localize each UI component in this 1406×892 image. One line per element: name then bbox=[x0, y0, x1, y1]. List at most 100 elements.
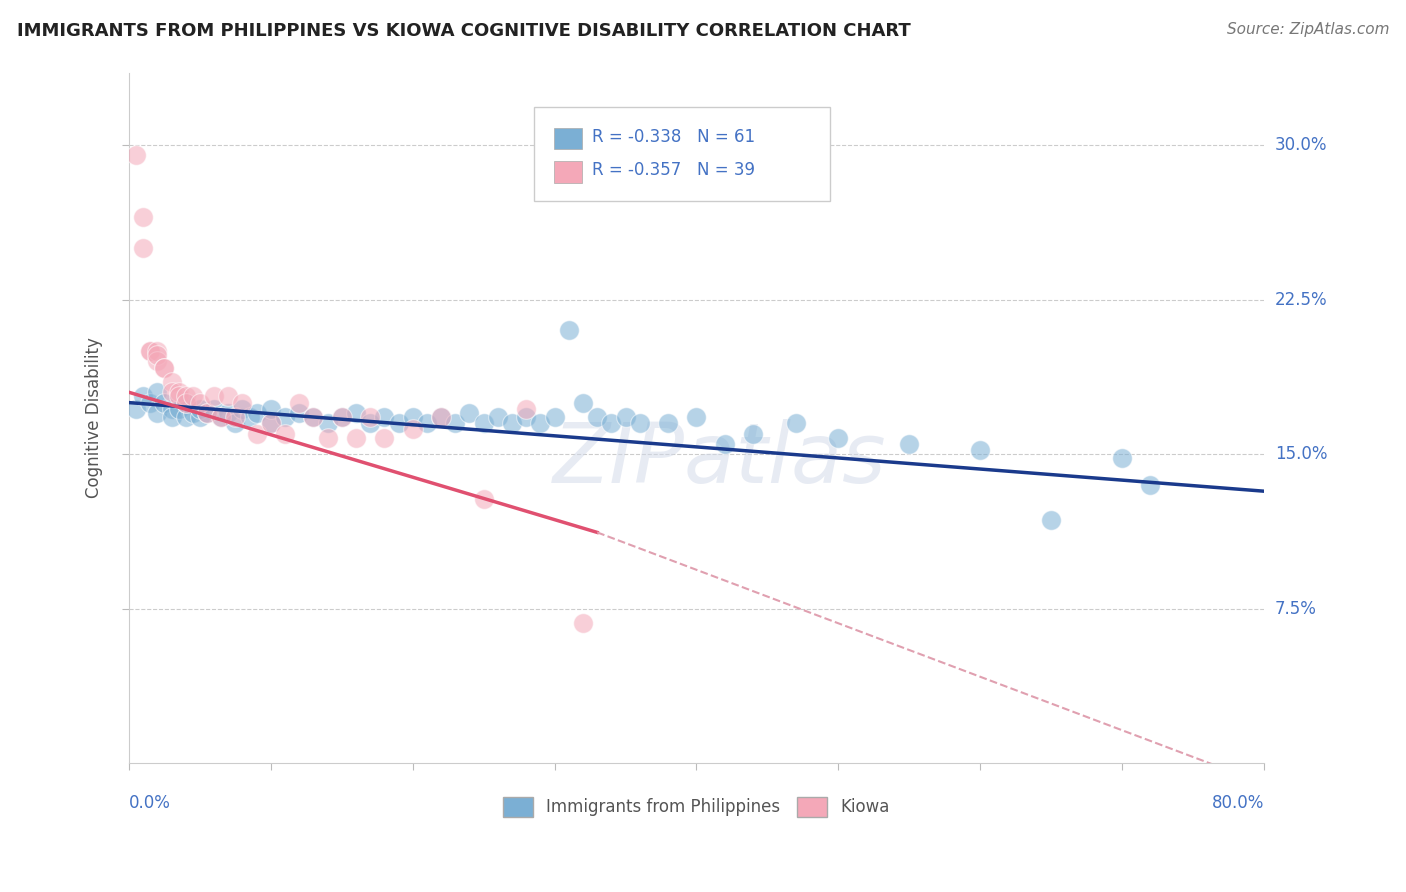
Text: R = -0.338   N = 61: R = -0.338 N = 61 bbox=[592, 128, 755, 145]
Point bbox=[288, 406, 311, 420]
Point bbox=[146, 406, 169, 420]
Point bbox=[316, 431, 339, 445]
Point bbox=[224, 410, 246, 425]
Point bbox=[174, 410, 197, 425]
Point bbox=[472, 416, 495, 430]
Point bbox=[160, 375, 183, 389]
Point bbox=[146, 348, 169, 362]
Point bbox=[657, 416, 679, 430]
Point bbox=[274, 410, 297, 425]
Point bbox=[188, 395, 211, 409]
Point bbox=[586, 410, 609, 425]
Point bbox=[685, 410, 707, 425]
Point bbox=[146, 344, 169, 359]
Point bbox=[628, 416, 651, 430]
Point bbox=[515, 401, 537, 416]
Point bbox=[153, 360, 176, 375]
Point bbox=[160, 410, 183, 425]
Point bbox=[572, 615, 595, 630]
Point bbox=[174, 395, 197, 409]
Point bbox=[402, 410, 425, 425]
Point bbox=[359, 416, 381, 430]
Point bbox=[146, 385, 169, 400]
Point bbox=[202, 389, 225, 403]
Text: 15.0%: 15.0% bbox=[1275, 445, 1327, 463]
Point bbox=[195, 406, 218, 420]
Point bbox=[416, 416, 439, 430]
Point bbox=[174, 389, 197, 403]
Point bbox=[181, 389, 204, 403]
Y-axis label: Cognitive Disability: Cognitive Disability bbox=[86, 337, 103, 499]
Point bbox=[430, 410, 453, 425]
Point bbox=[260, 416, 283, 430]
Point bbox=[543, 410, 565, 425]
Point bbox=[742, 426, 765, 441]
Legend: Immigrants from Philippines, Kiowa: Immigrants from Philippines, Kiowa bbox=[496, 790, 897, 824]
Text: 80.0%: 80.0% bbox=[1212, 794, 1264, 812]
Point bbox=[458, 406, 481, 420]
Point bbox=[153, 395, 176, 409]
Point bbox=[572, 395, 595, 409]
Point bbox=[239, 410, 262, 425]
Point bbox=[188, 410, 211, 425]
Point bbox=[529, 416, 551, 430]
Point bbox=[330, 410, 353, 425]
Point bbox=[125, 148, 148, 162]
Point bbox=[167, 401, 190, 416]
Point bbox=[359, 410, 381, 425]
Point bbox=[160, 401, 183, 416]
Point bbox=[969, 442, 991, 457]
Point bbox=[246, 406, 269, 420]
Point bbox=[430, 410, 453, 425]
Point bbox=[167, 385, 190, 400]
Point bbox=[302, 410, 325, 425]
Point bbox=[153, 360, 176, 375]
Point bbox=[132, 241, 155, 255]
Point bbox=[209, 410, 232, 425]
Point bbox=[224, 416, 246, 430]
Point bbox=[486, 410, 509, 425]
Point bbox=[181, 406, 204, 420]
Point bbox=[501, 416, 523, 430]
Point bbox=[402, 422, 425, 436]
Point bbox=[827, 431, 849, 445]
Point bbox=[217, 406, 239, 420]
Point bbox=[188, 401, 211, 416]
Point bbox=[260, 416, 283, 430]
Point bbox=[330, 410, 353, 425]
Point bbox=[195, 406, 218, 420]
Text: IMMIGRANTS FROM PHILIPPINES VS KIOWA COGNITIVE DISABILITY CORRELATION CHART: IMMIGRANTS FROM PHILIPPINES VS KIOWA COG… bbox=[17, 22, 911, 40]
Text: 22.5%: 22.5% bbox=[1275, 291, 1327, 309]
Point bbox=[288, 395, 311, 409]
Point bbox=[515, 410, 537, 425]
Point bbox=[1040, 513, 1063, 527]
Point bbox=[898, 437, 921, 451]
Point bbox=[614, 410, 637, 425]
Point bbox=[139, 395, 162, 409]
Point bbox=[146, 354, 169, 368]
Text: 30.0%: 30.0% bbox=[1275, 136, 1327, 154]
Point bbox=[785, 416, 807, 430]
Point bbox=[600, 416, 623, 430]
Point bbox=[1139, 478, 1161, 492]
Point bbox=[174, 395, 197, 409]
Point bbox=[344, 431, 367, 445]
Point bbox=[160, 385, 183, 400]
Point bbox=[209, 410, 232, 425]
Point bbox=[344, 406, 367, 420]
Point bbox=[139, 344, 162, 359]
Point bbox=[246, 426, 269, 441]
Point bbox=[260, 401, 283, 416]
Text: 0.0%: 0.0% bbox=[129, 794, 172, 812]
Point bbox=[387, 416, 409, 430]
Point bbox=[125, 401, 148, 416]
Point bbox=[373, 410, 395, 425]
Point bbox=[132, 210, 155, 224]
Point bbox=[139, 344, 162, 359]
Point bbox=[167, 389, 190, 403]
Text: R = -0.357   N = 39: R = -0.357 N = 39 bbox=[592, 161, 755, 178]
Point bbox=[373, 431, 395, 445]
Point bbox=[231, 401, 253, 416]
Point bbox=[274, 426, 297, 441]
Point bbox=[217, 389, 239, 403]
